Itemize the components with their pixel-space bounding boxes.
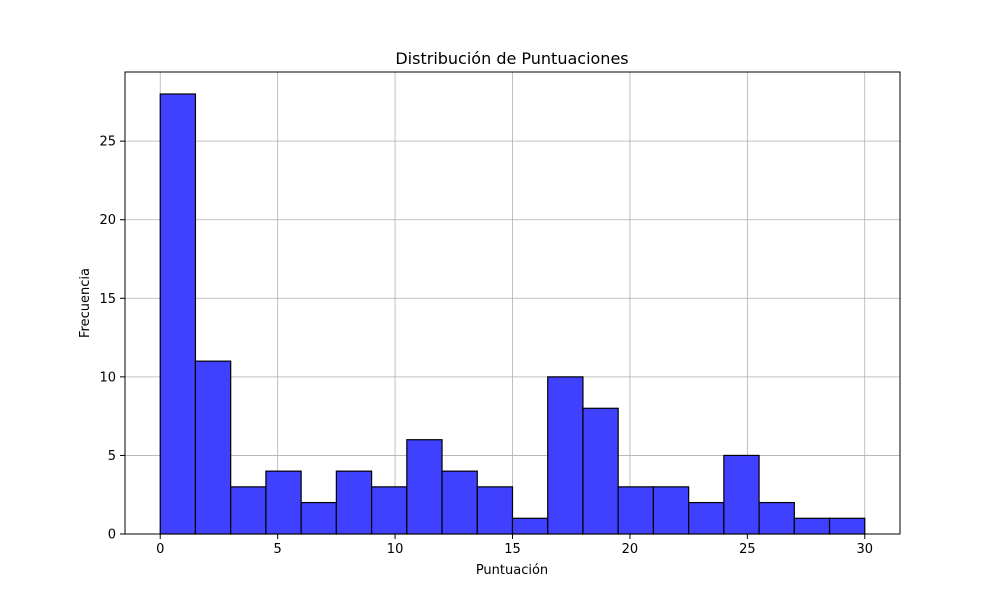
histogram-bar <box>406 439 443 535</box>
histogram-bar <box>441 470 478 535</box>
histogram-bar <box>265 470 302 535</box>
histogram-bar <box>688 501 725 535</box>
x-tick-label: 25 <box>739 542 756 557</box>
histogram-bar <box>828 517 866 535</box>
y-tick-label: 20 <box>99 213 116 228</box>
histogram-bar <box>335 470 373 535</box>
x-axis-label: Puntuación <box>476 563 548 578</box>
histogram-bar <box>582 407 619 535</box>
y-axis-ticks: 0 5 10 15 20 25 <box>99 135 125 543</box>
chart-title: Distribución de Puntuaciones <box>395 49 628 68</box>
histogram-bar <box>511 517 549 535</box>
y-axis-label: Frecuencia <box>78 268 93 338</box>
x-tick-label: 20 <box>622 542 639 557</box>
histogram-bar <box>758 501 795 535</box>
y-tick-label: 25 <box>99 135 116 150</box>
x-axis-ticks: 0 5 10 15 20 25 30 <box>156 534 873 557</box>
y-tick-label: 0 <box>108 528 116 543</box>
histogram-bar <box>547 376 584 535</box>
x-tick-label: 15 <box>504 542 521 557</box>
y-tick-label: 15 <box>99 292 116 307</box>
histogram-bar <box>652 486 690 535</box>
histogram-bar <box>723 454 760 535</box>
histogram-bar <box>370 486 408 535</box>
x-tick-label: 5 <box>274 542 282 557</box>
x-tick-label: 30 <box>856 542 873 557</box>
histogram-bar <box>617 486 655 535</box>
x-tick-label: 10 <box>387 542 404 557</box>
x-tick-label: 0 <box>156 542 164 557</box>
histogram-bar <box>159 93 197 535</box>
y-tick-label: 5 <box>108 449 116 464</box>
bars <box>159 93 866 535</box>
histogram-bar <box>230 486 267 535</box>
histogram-bar <box>476 486 514 535</box>
histogram-bar <box>793 517 831 535</box>
y-tick-label: 10 <box>99 370 116 385</box>
histogram-bar <box>194 360 232 535</box>
histogram-bar <box>300 501 337 535</box>
grid-lines <box>125 72 900 535</box>
